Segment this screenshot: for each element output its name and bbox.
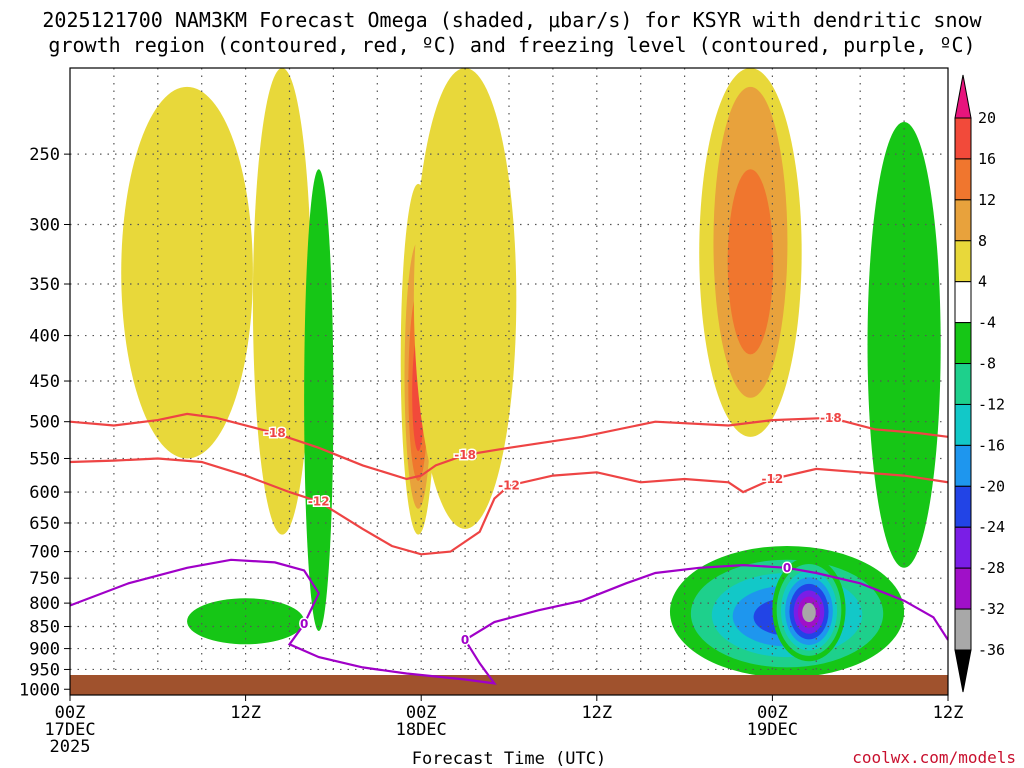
colorbar-bin-13 (954, 608, 972, 651)
y-tick-label-500: 500 (29, 413, 60, 433)
colorbar-bin-9 (954, 444, 972, 487)
y-tick-label-800: 800 (29, 594, 60, 614)
x-tick-label-0-1: 17DEC (44, 720, 95, 740)
y-tick-label-350: 350 (29, 275, 60, 295)
colorbar-label-12: 12 (978, 191, 996, 209)
colorbar-bin-6 (954, 322, 972, 365)
x-axis-label: Forecast Time (UTC) (412, 749, 606, 768)
y-tick-label-550: 550 (29, 449, 60, 469)
colorbar-label--20: -20 (978, 477, 1005, 495)
colorbar-label--16: -16 (978, 436, 1005, 454)
plot-area: -18 -18 -18 -12 -12 -12 0 0 0 (70, 68, 948, 695)
colorbar-label--32: -32 (978, 600, 1005, 618)
y-tick-label-850: 850 (29, 618, 60, 638)
colorbar-bin-11 (954, 526, 972, 569)
dgz-contour--12-label-1: -12 (308, 495, 330, 509)
colorbar-label--4: -4 (978, 314, 996, 332)
colorbar-label-8: 8 (978, 232, 987, 250)
omega-region-sinking-band-22z-18dec-level-1 (867, 121, 941, 568)
omega-region-rising-core-21z-18dec-level-3 (727, 169, 774, 355)
dgz-contour--18 (70, 412, 948, 481)
x-tick-label-24-0: 00Z (406, 703, 437, 723)
chart-title-line1: 2025121700 NAM3KM Forecast Omega (shaded… (42, 8, 982, 32)
y-tick-label-450: 450 (29, 372, 60, 392)
colorbar-bin-3 (954, 199, 972, 242)
x-tick-label-60-0: 12Z (933, 703, 964, 723)
colorbar-bin-5 (954, 281, 972, 324)
omega-shading (121, 68, 941, 678)
y-tick-label-950: 950 (29, 660, 60, 680)
y-tick-label-300: 300 (29, 216, 60, 236)
x-tick-label-12-0: 12Z (230, 703, 261, 723)
x-tick-label-0-0: 00Z (55, 703, 86, 723)
dgz-contour--12-label-3: -12 (762, 472, 784, 486)
colorbar-label--24: -24 (978, 518, 1005, 536)
dgz-contour--18-label-2: -18 (454, 448, 476, 462)
omega-region-rising-core-18z-17dec-level-1 (121, 86, 253, 459)
y-tick-label-250: 250 (29, 145, 60, 165)
y-tick-label-650: 650 (29, 514, 60, 534)
y-tick-label-900: 900 (29, 640, 60, 660)
colorbar-top-arrow (954, 74, 972, 119)
omega-region-rising-plume-03z-level-1 (413, 68, 517, 529)
ground-surface (70, 675, 948, 695)
x-tick-label-36-0: 12Z (581, 703, 612, 723)
colorbar-bottom-arrow (954, 649, 972, 693)
y-tick-label-700: 700 (29, 543, 60, 563)
dgz-contour--12 (70, 457, 948, 556)
colorbar-label-16: 16 (978, 150, 996, 168)
x-tick-label-0-2: 2025 (50, 737, 91, 757)
colorbar-label-20: 20 (978, 109, 996, 127)
colorbar: 20 16 12 8 4 -4 -8 -12 -16 -20 -24 -28 -32 -36 (954, 74, 1005, 693)
colorbar-bin-7 (954, 363, 972, 405)
freezing-contour-0-label-2: 0 (461, 633, 469, 647)
dgz-contour--12-label-2: -12 (498, 479, 520, 493)
colorbar-label--12: -12 (978, 395, 1005, 413)
omega-region-rising-band-21z-level-1 (252, 68, 312, 535)
y-tick-label-750: 750 (29, 569, 60, 589)
y-tick-label-600: 600 (29, 483, 60, 503)
y-tick-label-1000: 1000 (19, 680, 60, 700)
colorbar-label--28: -28 (978, 559, 1005, 577)
colorbar-bin-10 (954, 485, 972, 528)
colorbar-label--8: -8 (978, 355, 996, 373)
credit-text: coolwx.com/models (852, 748, 1016, 767)
colorbar-label-4: 4 (978, 273, 987, 291)
contours: -18 -18 -18 -12 -12 -12 0 0 0 (70, 409, 948, 685)
colorbar-bin-1 (954, 117, 972, 160)
dgz-contour--18-label-3: -18 (820, 411, 842, 425)
omega-region-sinking-low-17dec-level-1 (187, 598, 305, 645)
colorbar-label--36: -36 (978, 641, 1005, 659)
colorbar-bin-8 (954, 403, 972, 446)
freezing-contour-0-label-1: 0 (300, 617, 308, 631)
omega-region-sinking-core-19dec-level-8 (802, 602, 816, 623)
omega-region-sinking-band-20z-17dec-level-1 (304, 169, 334, 632)
colorbar-bin-4 (954, 240, 972, 283)
freezing-contour-0 (70, 558, 948, 685)
chart-title-line2: growth region (contoured, red, ºC) and f… (48, 33, 975, 57)
y-axis: 2503003504004505005506006507007508008509… (19, 145, 70, 700)
x-tick-label-48-1: 19DEC (747, 720, 798, 740)
x-tick-label-48-0: 00Z (757, 703, 788, 723)
colorbar-bin-2 (954, 158, 972, 201)
colorbar-bin-12 (954, 567, 972, 610)
x-tick-label-24-1: 18DEC (396, 720, 447, 740)
dgz-contour--18-label-1: -18 (264, 426, 286, 440)
freezing-contour-0-label-3: 0 (783, 561, 791, 575)
y-tick-label-400: 400 (29, 327, 60, 347)
